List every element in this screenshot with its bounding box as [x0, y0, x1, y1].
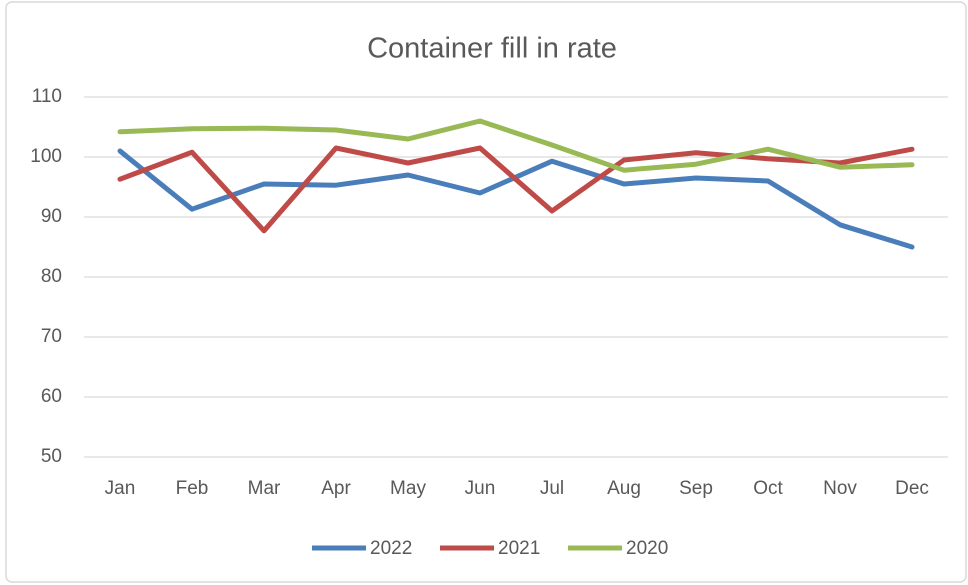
y-tick-label: 60 [41, 386, 62, 407]
x-tick-label: Jun [465, 478, 496, 499]
line-series [117, 118, 915, 173]
x-tick-label: Apr [321, 478, 351, 499]
x-tick-label: Aug [607, 478, 641, 499]
x-tick-label: Jul [540, 478, 564, 499]
x-tick-label: Jan [105, 478, 136, 499]
x-tick-label: Feb [176, 478, 209, 499]
legend-label: 2020 [626, 538, 668, 559]
y-tick-label: 80 [41, 266, 62, 287]
y-tick-label: 50 [41, 446, 62, 467]
x-tick-label: Sep [679, 478, 713, 499]
chart-border [5, 1, 967, 583]
y-tick-label: 90 [41, 206, 62, 227]
x-tick-label: Oct [753, 478, 783, 499]
y-tick-label: 70 [41, 326, 62, 347]
y-tick-label: 110 [32, 86, 62, 107]
chart-title: Container fill in rate [367, 33, 617, 65]
x-tick-label: Dec [895, 478, 929, 499]
legend-label: 2021 [498, 538, 540, 559]
x-tick-label: May [390, 478, 426, 499]
y-tick-label: 100 [30, 146, 62, 167]
x-tick-label: Mar [248, 478, 281, 499]
line-series [117, 145, 915, 234]
x-tick-label: Nov [823, 478, 857, 499]
legend-label: 2022 [370, 538, 412, 559]
